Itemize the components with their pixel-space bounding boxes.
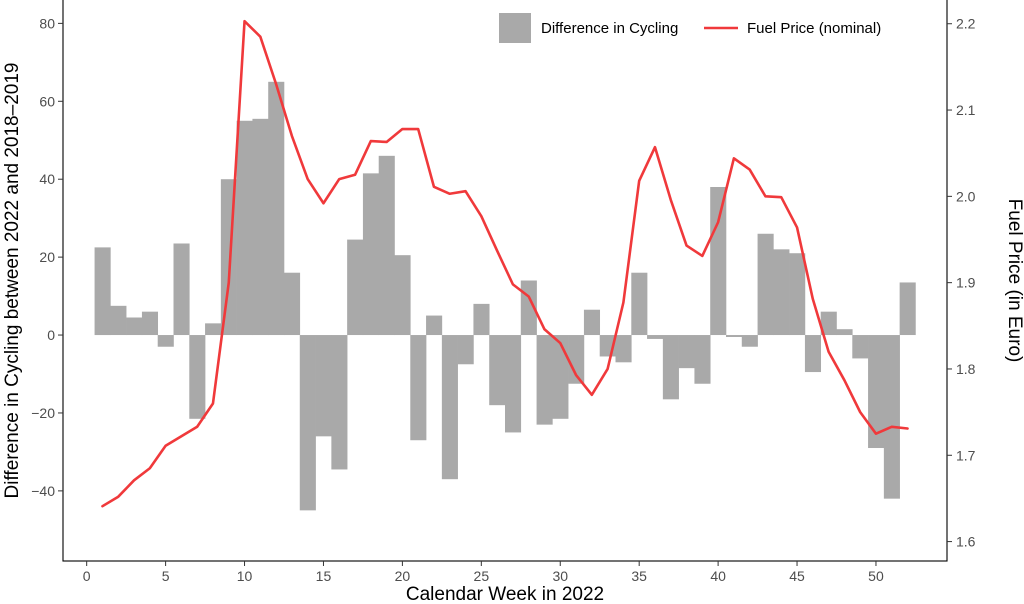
- bar-week-7: [189, 335, 206, 419]
- bar-week-11: [252, 118, 269, 336]
- fuel-price-line: [101, 19, 909, 508]
- bar-week-25: [473, 303, 490, 336]
- y-left-tick-label: −20: [31, 405, 55, 421]
- bar-week-15: [315, 335, 332, 437]
- x-tick-label: 15: [316, 568, 332, 584]
- bar-week-32: [583, 309, 601, 336]
- x-tick-label: 5: [162, 568, 170, 584]
- bar-week-23: [441, 335, 458, 480]
- x-tick-label: 35: [631, 568, 647, 584]
- bar-week-27: [505, 335, 522, 433]
- y-left-tick-label: 0: [47, 327, 55, 343]
- legend-label-difference-in-cycling: Difference in Cycling: [541, 20, 678, 37]
- bar-week-20: [394, 255, 411, 336]
- legend-label-fuel-price: Fuel Price (nominal): [747, 20, 881, 37]
- y-right-tick-label: 2.2: [956, 16, 976, 32]
- bar-week-4: [141, 311, 159, 336]
- bar-week-26: [489, 335, 506, 406]
- y-right-tick-label: 1.6: [956, 534, 976, 550]
- bar-week-49: [852, 335, 869, 359]
- x-tick-label: 45: [789, 568, 805, 584]
- x-tick-label: 30: [552, 568, 568, 584]
- x-axis-title: Calendar Week in 2022: [406, 584, 604, 604]
- bar-week-41: [726, 335, 743, 337]
- bar-week-40: [710, 187, 727, 336]
- x-tick-label: 20: [395, 568, 411, 584]
- bar-week-47: [820, 311, 837, 336]
- bar-week-18: [362, 173, 380, 336]
- x-tick-label: 0: [83, 568, 91, 584]
- bars-layer: [94, 81, 916, 511]
- bar-week-1: [94, 247, 111, 336]
- y-axis-right-title: Fuel Price (in Euro): [1004, 199, 1024, 363]
- y-right-tick-label: 1.8: [956, 361, 976, 377]
- bar-week-22: [426, 315, 443, 336]
- y-right-tick-label: 1.7: [956, 447, 976, 463]
- bar-week-37: [662, 335, 679, 400]
- bar-week-51: [883, 335, 900, 499]
- ticks-layer: 0 5 10 15 20 25 30 35 40 45 50 −40 −20 0 20 40 60 80 1.6 1.…: [31, 15, 975, 584]
- x-tick-label: 50: [868, 568, 884, 584]
- y-left-tick-label: 80: [39, 15, 55, 31]
- y-right-tick-label: 2.0: [956, 188, 976, 204]
- y-axis-left-title: Difference in Cycling between 2022 and 2…: [2, 63, 23, 499]
- y-left-tick-label: 40: [39, 171, 55, 187]
- bar-week-29: [536, 335, 553, 425]
- bar-week-21: [410, 335, 427, 441]
- plot-frame: [62, 0, 948, 562]
- legend-key-difference-in-cycling: [499, 13, 531, 43]
- y-right-tick-label: 2.1: [956, 102, 976, 118]
- legend: Difference in Cycling Fuel Price (nomina…: [499, 13, 881, 43]
- bar-week-16: [331, 335, 348, 470]
- bar-week-36: [647, 335, 664, 339]
- x-tick-label: 25: [474, 568, 490, 584]
- bar-week-8: [205, 323, 222, 336]
- bar-week-2: [110, 305, 127, 336]
- y-left-tick-label: 60: [39, 93, 55, 109]
- y-left-tick-label: 20: [39, 249, 55, 265]
- bar-week-13: [284, 272, 301, 336]
- bar-week-48: [836, 329, 853, 336]
- bar-week-14: [299, 335, 316, 511]
- bar-week-17: [347, 239, 364, 336]
- bar-week-44: [773, 249, 790, 336]
- bar-week-50: [868, 335, 885, 449]
- y-left-tick-label: −40: [31, 483, 55, 499]
- bar-week-52: [899, 282, 916, 336]
- x-tick-label: 10: [237, 568, 253, 584]
- bar-week-19: [378, 155, 395, 336]
- bar-week-46: [804, 335, 822, 373]
- bar-week-5: [157, 335, 174, 347]
- bar-week-42: [741, 335, 758, 347]
- x-tick-label: 40: [710, 568, 726, 584]
- bar-week-30: [552, 335, 569, 419]
- bar-week-10: [236, 120, 253, 336]
- bar-week-24: [457, 335, 474, 365]
- bar-week-45: [789, 253, 806, 336]
- bar-week-3: [126, 317, 143, 336]
- bar-week-31: [568, 335, 585, 384]
- bar-week-12: [268, 81, 285, 336]
- bar-week-6: [173, 243, 190, 336]
- bar-week-34: [615, 335, 632, 363]
- line-layer: [101, 19, 909, 508]
- bar-week-35: [631, 272, 648, 336]
- bar-week-43: [757, 233, 774, 336]
- y-right-tick-label: 1.9: [956, 275, 976, 291]
- bar-week-38: [678, 335, 695, 369]
- bar-week-39: [694, 335, 711, 384]
